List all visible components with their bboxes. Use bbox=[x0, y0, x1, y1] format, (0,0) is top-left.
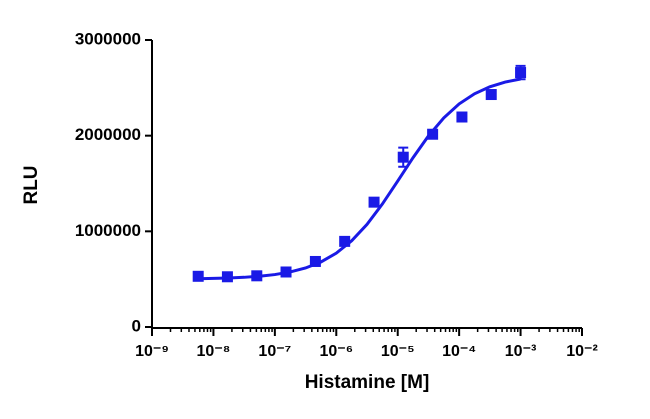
data-point bbox=[368, 196, 380, 208]
x-tick-label: 10⁻⁶ bbox=[319, 343, 353, 360]
data-point bbox=[192, 270, 204, 282]
x-tick-label: 10⁻⁹ bbox=[135, 343, 169, 360]
x-tick-label: 10⁻² bbox=[566, 343, 598, 360]
y-tick-label: 0 bbox=[132, 316, 141, 335]
data-point bbox=[456, 111, 468, 123]
data-point bbox=[397, 151, 409, 163]
x-tick-label: 10⁻⁵ bbox=[381, 343, 415, 360]
x-tick-label: 10⁻³ bbox=[505, 343, 537, 360]
data-point bbox=[309, 255, 321, 267]
y-tick-label: 1000000 bbox=[75, 221, 141, 240]
data-point bbox=[515, 67, 527, 79]
data-point bbox=[427, 128, 439, 140]
y-tick-label: 2000000 bbox=[75, 125, 141, 144]
x-axis-title: Histamine [M] bbox=[305, 372, 430, 393]
x-tick-label: 10⁻⁷ bbox=[258, 343, 291, 360]
y-tick-label: 3000000 bbox=[75, 29, 141, 48]
data-point bbox=[339, 235, 351, 247]
x-tick-label: 10⁻⁸ bbox=[197, 343, 231, 360]
data-point bbox=[485, 89, 497, 101]
fit-curve bbox=[198, 77, 521, 281]
x-tick-label: 10⁻⁴ bbox=[442, 343, 476, 360]
y-axis-title: RLU bbox=[21, 165, 42, 204]
